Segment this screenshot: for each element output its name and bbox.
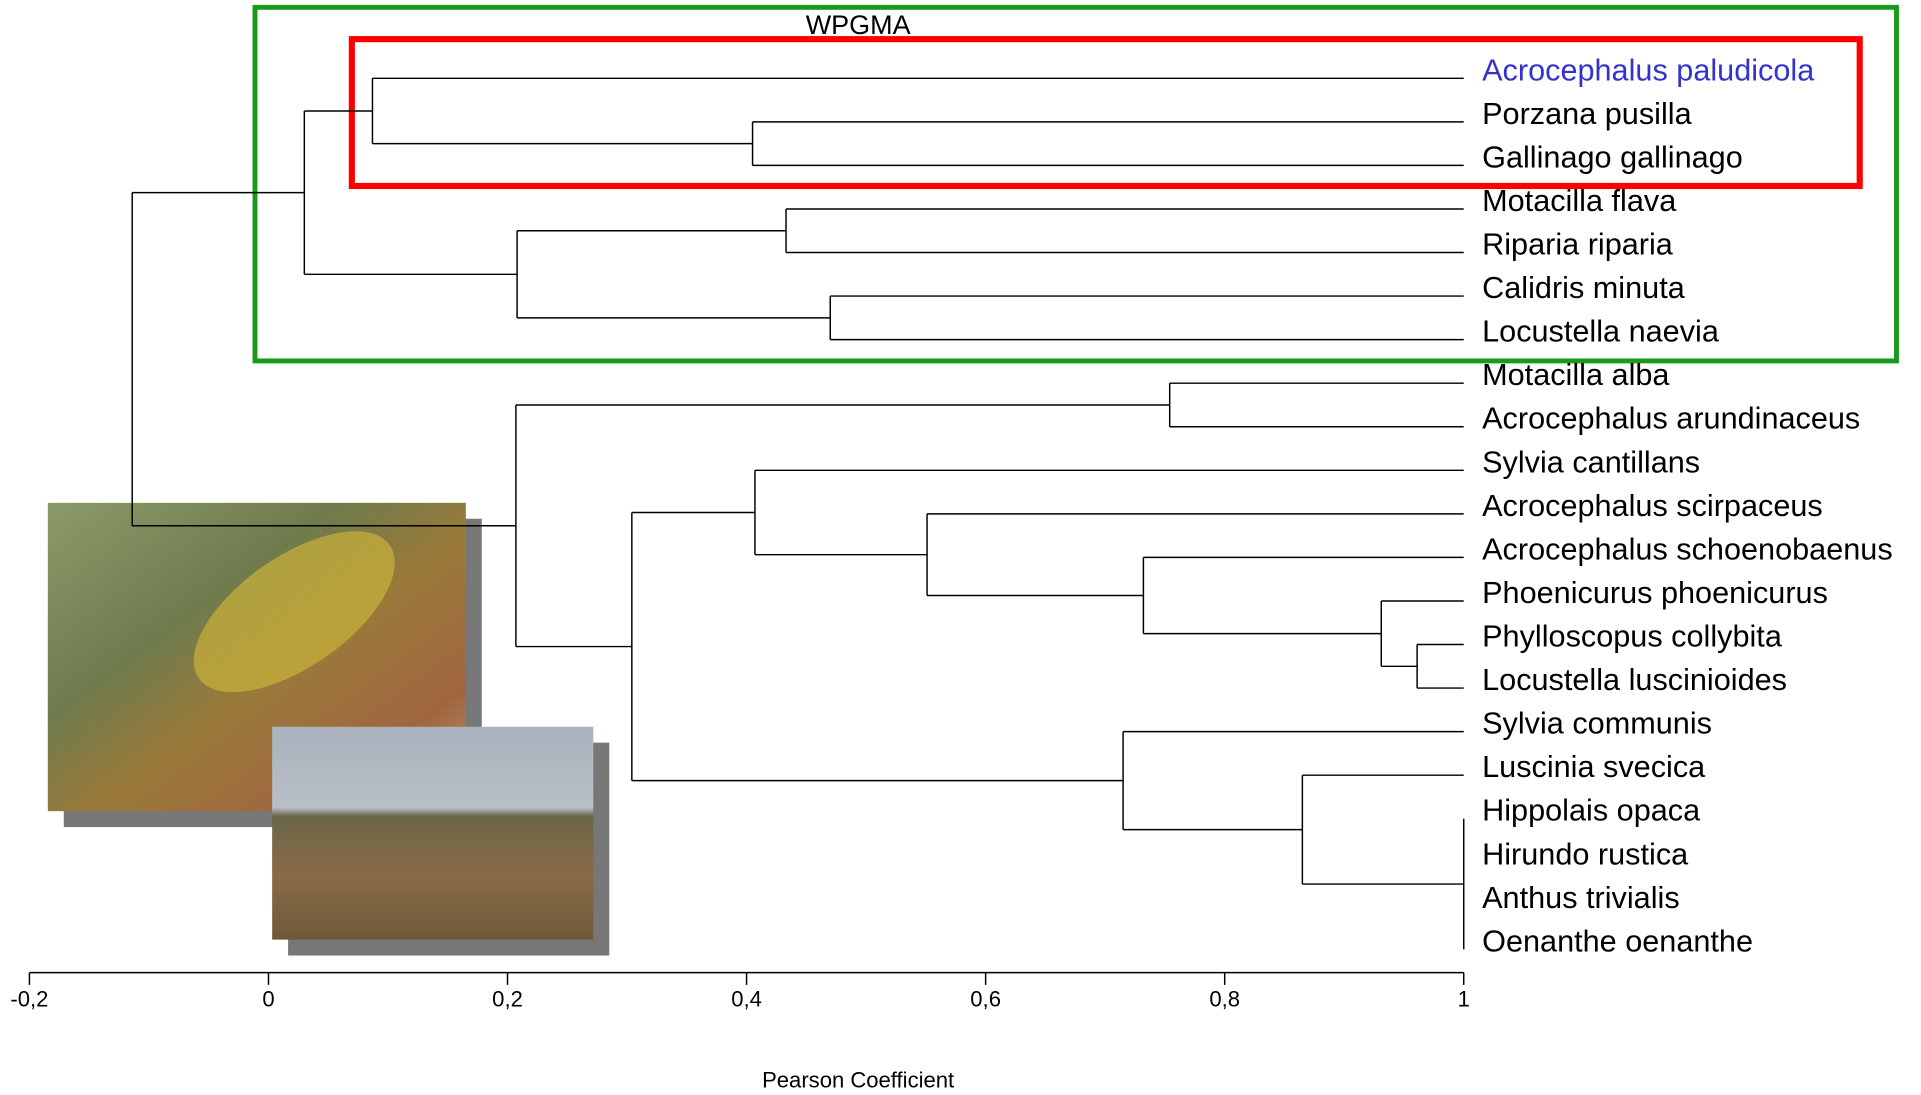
leaf-label: Locustella luscinioides bbox=[1482, 663, 1787, 697]
leaf-label: Calidris minuta bbox=[1482, 271, 1686, 305]
landscape-photo bbox=[272, 726, 594, 940]
leaf-label: Acrocephalus arundinaceus bbox=[1482, 402, 1860, 436]
bird-shape bbox=[193, 531, 395, 693]
leaf-label: Acrocephalus schoenobaenus bbox=[1482, 532, 1893, 566]
x-tick-label: 0,8 bbox=[1209, 987, 1240, 1012]
leaf-label: Acrocephalus scirpaceus bbox=[1482, 489, 1823, 523]
photos bbox=[47, 502, 610, 956]
leaf-label: Anthus trivialis bbox=[1482, 881, 1680, 915]
leaf-label: Phylloscopus collybita bbox=[1482, 620, 1783, 654]
leaf-label: Oenanthe oenanthe bbox=[1482, 924, 1753, 958]
leaf-label: Sylvia cantillans bbox=[1482, 445, 1700, 479]
leaf-label: Phoenicurus phoenicurus bbox=[1482, 576, 1828, 610]
x-tick-label: 0,4 bbox=[731, 987, 762, 1012]
x-tick-label: -0,2 bbox=[10, 987, 48, 1012]
leaf-label: Acrocephalus paludicola bbox=[1482, 53, 1815, 87]
x-tick-label: 0,6 bbox=[970, 987, 1001, 1012]
leaf-label: Motacilla alba bbox=[1482, 358, 1670, 392]
x-tick-label: 0 bbox=[262, 987, 274, 1012]
chart-title: WPGMA bbox=[806, 10, 911, 40]
leaf-label: Hirundo rustica bbox=[1482, 837, 1689, 871]
x-tick-label: 1 bbox=[1458, 987, 1470, 1012]
leaf-label: Sylvia communis bbox=[1482, 707, 1712, 741]
x-axis-label: Pearson Coefficient bbox=[762, 1067, 954, 1092]
leaf-label: Porzana pusilla bbox=[1482, 97, 1692, 131]
red-highlight-box bbox=[348, 36, 1863, 190]
leaf-label: Riparia riparia bbox=[1482, 228, 1674, 262]
leaf-label: Motacilla flava bbox=[1482, 184, 1677, 218]
leaf-label: Gallinago gallinago bbox=[1482, 140, 1743, 174]
leaf-label: Hippolais opaca bbox=[1482, 794, 1701, 828]
x-tick-label: 0,2 bbox=[492, 987, 523, 1012]
leaf-label: Locustella naevia bbox=[1482, 315, 1720, 349]
leaf-label: Luscinia svecica bbox=[1482, 750, 1706, 784]
green-highlight-box bbox=[252, 4, 1899, 364]
